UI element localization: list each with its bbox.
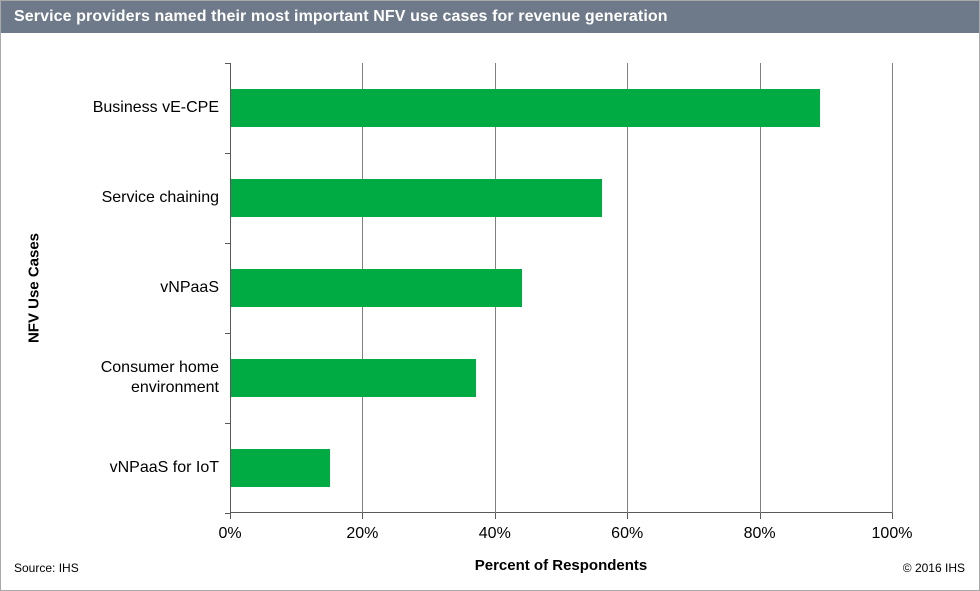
y-tick-3: [225, 333, 230, 334]
plot-area: [230, 63, 892, 513]
y-tick-1: [225, 153, 230, 154]
x-tick-60: [627, 513, 629, 519]
category-label-business-ve-cpe: Business vE-CPE: [92, 99, 219, 116]
bar-vnpaas-for-iot: [231, 449, 331, 487]
y-axis-title: NFV Use Cases: [25, 232, 43, 344]
chart-title-bar: Service providers named their most impor…: [1, 1, 979, 33]
y-tick-5: [225, 513, 230, 514]
y-tick-2: [225, 243, 230, 244]
category-label-service-chaining: Service chaining: [101, 189, 219, 206]
x-tick-0: [230, 513, 231, 519]
category-label-vnpaas: vNPaaS: [160, 279, 219, 296]
x-tick-20: [362, 513, 364, 519]
gridline-80: [759, 63, 761, 513]
gridline-100: [892, 63, 893, 513]
bar-service-chaining: [231, 179, 602, 217]
source-note: Source: IHS: [14, 561, 79, 575]
x-tick-label-60: 60%: [611, 525, 644, 542]
x-axis-title: Percent of Respondents: [474, 557, 648, 574]
x-tick-label-40: 40%: [478, 525, 511, 542]
gridline-60: [627, 63, 629, 513]
bar-business-ve-cpe: [231, 89, 821, 127]
y-tick-4: [225, 423, 230, 424]
x-tick-100: [892, 513, 893, 519]
x-tick-label-80: 80%: [743, 525, 776, 542]
x-tick-40: [494, 513, 496, 519]
x-tick-label-0: 0%: [218, 525, 242, 542]
y-tick-0: [225, 63, 230, 64]
x-tick-label-100: 100%: [871, 525, 913, 542]
x-tick-label-20: 20%: [346, 525, 379, 542]
bar-vnpaas: [231, 269, 523, 307]
chart-title: Service providers named their most impor…: [14, 8, 668, 25]
category-label-vnpaas-for-iot: vNPaaS for IoT: [109, 459, 219, 476]
copyright-note: © 2016 IHS: [902, 561, 965, 575]
x-tick-80: [759, 513, 761, 519]
bar-consumer-home-environment: [231, 359, 476, 397]
category-label-consumer-home-environment: Consumer home environment: [100, 359, 219, 396]
